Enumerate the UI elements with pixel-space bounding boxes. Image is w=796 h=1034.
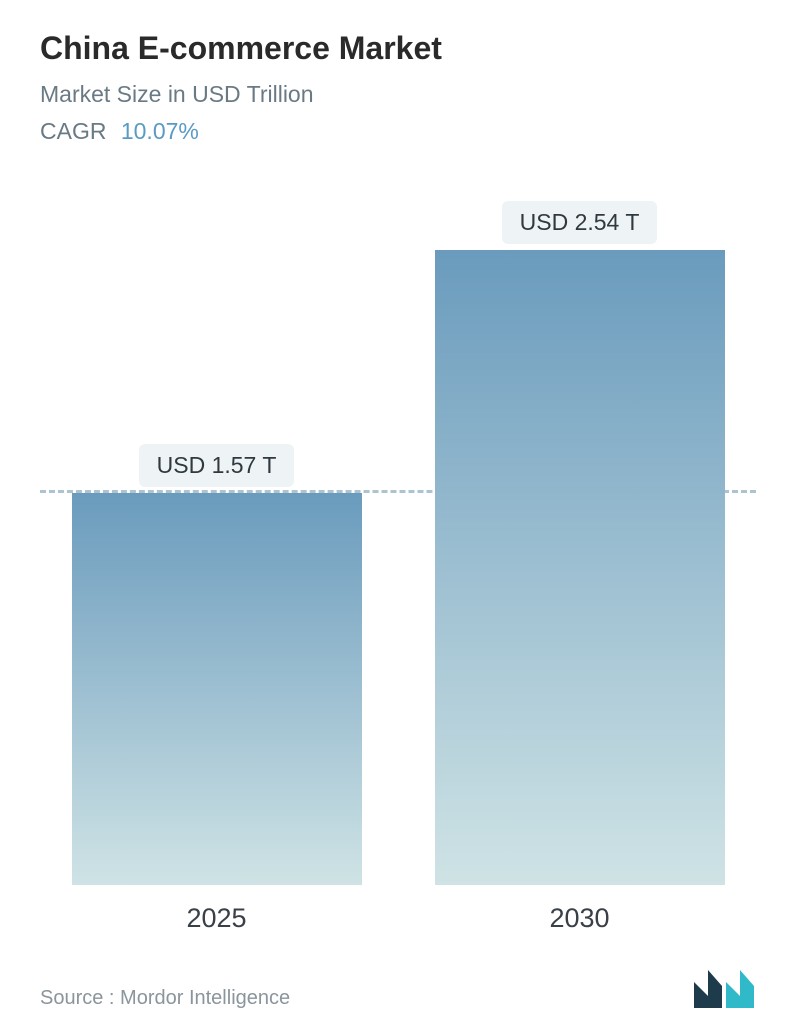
- source-text: Source : Mordor Intelligence: [40, 987, 290, 1010]
- bar-slot-2030: USD 2.54 T: [435, 185, 725, 885]
- bar-slot-2025: USD 1.57 T: [72, 185, 362, 885]
- bar-value-tag: USD 1.57 T: [139, 444, 295, 487]
- chart-header: China E-commerce Market Market Size in U…: [40, 30, 756, 145]
- x-axis-row: 2025 2030: [40, 903, 756, 934]
- chart-footer: Source : Mordor Intelligence: [40, 968, 756, 1010]
- x-axis-label: 2025: [72, 903, 362, 934]
- chart-subtitle: Market Size in USD Trillion: [40, 81, 756, 108]
- bar: [435, 250, 725, 885]
- chart-title: China E-commerce Market: [40, 30, 756, 67]
- cagr-label: CAGR: [40, 118, 106, 144]
- x-axis-label: 2030: [435, 903, 725, 934]
- bar: [72, 493, 362, 886]
- cagr-row: CAGR 10.07%: [40, 118, 756, 145]
- cagr-value: 10.07%: [121, 118, 199, 144]
- mordor-logo-icon: [692, 968, 756, 1010]
- bar-value-tag: USD 2.54 T: [502, 201, 658, 244]
- bars-row: USD 1.57 T USD 2.54 T: [40, 185, 756, 885]
- chart-area: USD 1.57 T USD 2.54 T: [40, 185, 756, 885]
